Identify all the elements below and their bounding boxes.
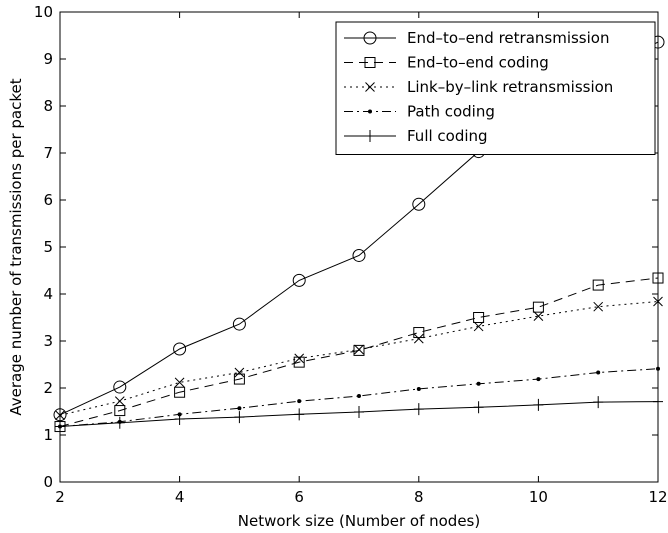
data-point-x	[174, 377, 185, 388]
data-point-dot	[476, 381, 481, 386]
series-line	[59, 368, 659, 427]
data-point-x	[533, 311, 544, 321]
data-point-dot	[656, 366, 660, 371]
y-tick-label: 4	[43, 285, 53, 303]
y-tick-label: 1	[43, 426, 53, 444]
legend-item: Path coding	[344, 103, 495, 121]
legend-label: Path coding	[407, 103, 495, 121]
data-point-square	[473, 312, 485, 323]
data-point-x	[55, 410, 65, 421]
legend-item: End–to–end coding	[344, 54, 549, 72]
data-point-x	[365, 82, 375, 92]
data-point-circle	[292, 273, 306, 287]
data-point-square	[233, 373, 245, 385]
data-point-plus	[413, 403, 424, 416]
y-tick-label: 8	[43, 97, 53, 115]
legend-label: End–to–end retransmission	[407, 29, 609, 47]
series-layer	[53, 35, 665, 433]
data-point-plus	[533, 398, 544, 411]
y-tick-label: 10	[34, 3, 53, 21]
data-point-square	[592, 279, 604, 291]
x-axis-label: Network size (Number of nodes)	[238, 512, 480, 530]
data-point-plus	[593, 396, 604, 409]
x-tick-label: 6	[294, 488, 304, 506]
data-point-dot	[596, 370, 601, 375]
x-tick-label: 10	[529, 488, 548, 506]
series-5	[55, 395, 663, 433]
legend-label: Full coding	[407, 127, 488, 145]
data-point-square	[532, 301, 544, 313]
legend-item: Link–by–link retransmission	[344, 78, 613, 96]
legend-box	[335, 21, 656, 155]
y-tick-label: 9	[43, 50, 53, 68]
y-tick-label: 3	[43, 332, 53, 350]
legend-label: Link–by–link retransmission	[407, 78, 613, 96]
y-tick-label: 6	[43, 191, 53, 209]
data-point-dot	[297, 399, 302, 404]
data-point-x	[234, 367, 245, 378]
y-tick-label: 7	[43, 144, 53, 162]
data-point-square	[413, 327, 425, 339]
y-tick-label: 5	[43, 238, 53, 256]
data-point-circle	[412, 197, 426, 211]
data-point-x	[593, 301, 604, 312]
data-point-plus	[473, 401, 484, 414]
data-point-plus	[653, 395, 663, 408]
data-point-plus	[354, 405, 364, 418]
data-point-dot	[368, 109, 372, 114]
legend: End–to–end retransmission End–to–end codi…	[335, 21, 656, 155]
data-point-plus	[174, 413, 185, 426]
data-point-circle	[173, 342, 187, 356]
y-tick-label: 0	[43, 473, 53, 491]
x-tick-label: 4	[175, 488, 185, 506]
series-4	[58, 366, 660, 429]
data-point-dot	[357, 393, 361, 398]
data-point-plus	[294, 408, 305, 421]
data-point-x	[413, 333, 424, 344]
data-point-plus	[365, 130, 375, 142]
data-point-circle	[352, 248, 366, 262]
x-tick-label: 8	[414, 488, 424, 506]
x-tick-label: 2	[55, 488, 65, 506]
y-tick-label: 2	[43, 379, 53, 397]
legend-item: Full coding	[344, 127, 488, 145]
data-point-circle	[363, 31, 377, 45]
y-axis-label: Average number of transmissions per pack…	[7, 78, 25, 415]
data-point-square	[174, 386, 186, 398]
data-point-plus	[114, 416, 125, 429]
series-3	[55, 296, 663, 421]
data-point-x	[653, 296, 663, 307]
data-point-x	[354, 344, 364, 355]
data-point-dot	[536, 377, 541, 382]
data-point-square	[114, 405, 126, 417]
data-point-square	[293, 356, 305, 368]
data-point-square	[652, 272, 664, 284]
data-point-dot	[416, 386, 421, 391]
data-point-x	[294, 353, 305, 364]
data-point-square	[364, 57, 376, 68]
legend-label: End–to–end coding	[407, 54, 549, 72]
legend-item: End–to–end retransmission	[344, 29, 609, 47]
data-point-circle	[113, 380, 127, 394]
data-point-dot	[237, 406, 242, 411]
series-line	[59, 277, 659, 427]
data-point-plus	[234, 411, 245, 424]
data-point-x	[114, 396, 125, 407]
data-point-circle	[232, 317, 246, 331]
data-point-plus	[55, 420, 65, 433]
x-tick-label: 12	[648, 488, 667, 506]
data-point-x	[473, 321, 484, 332]
